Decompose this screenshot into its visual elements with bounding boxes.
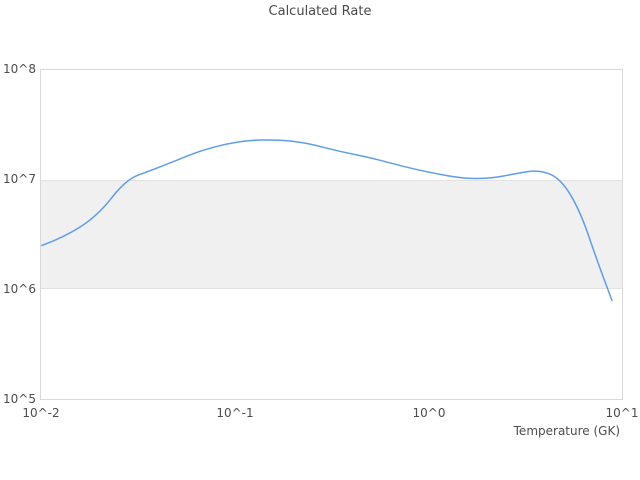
rate-curve-path bbox=[41, 139, 613, 302]
chart-title: Calculated Rate bbox=[268, 4, 372, 19]
log-decade-band bbox=[41, 179, 622, 290]
x-tick-label: 10^-2 bbox=[22, 406, 60, 420]
x-tick-label: 10^1 bbox=[605, 406, 639, 420]
y-tick-label: 10^8 bbox=[3, 62, 36, 76]
plot-area bbox=[40, 69, 623, 400]
x-axis-label: Temperature (GK) bbox=[513, 424, 620, 438]
y-tick-label: 10^7 bbox=[3, 172, 36, 186]
x-tick-label: 10^0 bbox=[412, 406, 446, 420]
x-tick-label: 10^-1 bbox=[216, 406, 254, 420]
rate-curve bbox=[41, 139, 613, 302]
y-tick-label: 10^6 bbox=[3, 282, 36, 296]
y-tick-label: 10^5 bbox=[3, 392, 36, 406]
